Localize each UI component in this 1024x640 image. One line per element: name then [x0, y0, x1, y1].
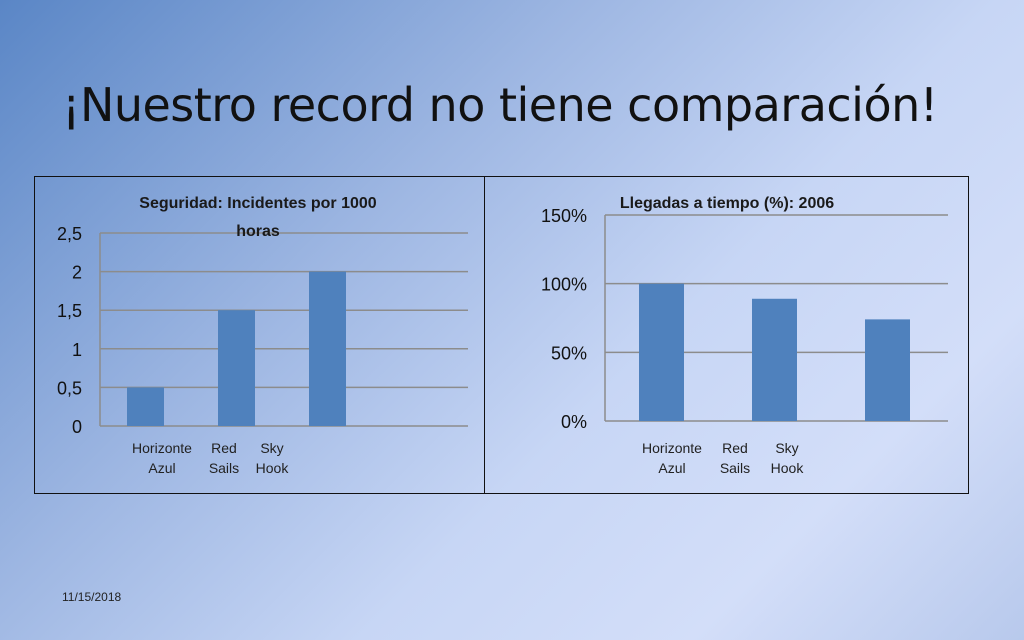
- y-tick-label: 1: [72, 340, 82, 360]
- y-tick-label: 100%: [541, 275, 587, 295]
- slide-date: 11/15/2018: [62, 590, 122, 604]
- charts-divider: [484, 176, 485, 494]
- bar-2: [309, 271, 346, 426]
- x-tick-label: Sky Hook: [256, 440, 290, 476]
- y-tick-label: 0,5: [57, 378, 82, 398]
- y-tick-label: 0: [72, 417, 82, 437]
- chart-title: Seguridad: Incidentes por 1000 horas: [139, 195, 377, 240]
- x-tick-label: Horizonte Azul: [132, 440, 192, 476]
- x-tick-label: Red Sails: [720, 440, 750, 476]
- y-tick-label: 2,5: [57, 224, 82, 244]
- x-tick-label: Red Sails: [209, 440, 239, 476]
- x-tick-label: Horizonte Azul: [642, 440, 702, 476]
- bar-1: [752, 298, 797, 421]
- chart-title: Llegadas a tiempo (%): 2006: [620, 195, 834, 212]
- y-tick-label: 0%: [561, 412, 587, 432]
- bar-2: [865, 319, 910, 421]
- bar-1: [218, 310, 255, 426]
- charts-frame: [34, 176, 969, 494]
- bar-0: [639, 283, 684, 421]
- y-tick-label: 150%: [541, 206, 587, 226]
- y-tick-label: 50%: [551, 343, 587, 363]
- x-tick-label: Sky Hook: [771, 440, 805, 476]
- bar-0: [127, 387, 164, 426]
- y-tick-label: 2: [72, 263, 82, 283]
- slide-title: ¡Nuestro record no tiene comparación!: [62, 78, 938, 132]
- y-tick-label: 1,5: [57, 301, 82, 321]
